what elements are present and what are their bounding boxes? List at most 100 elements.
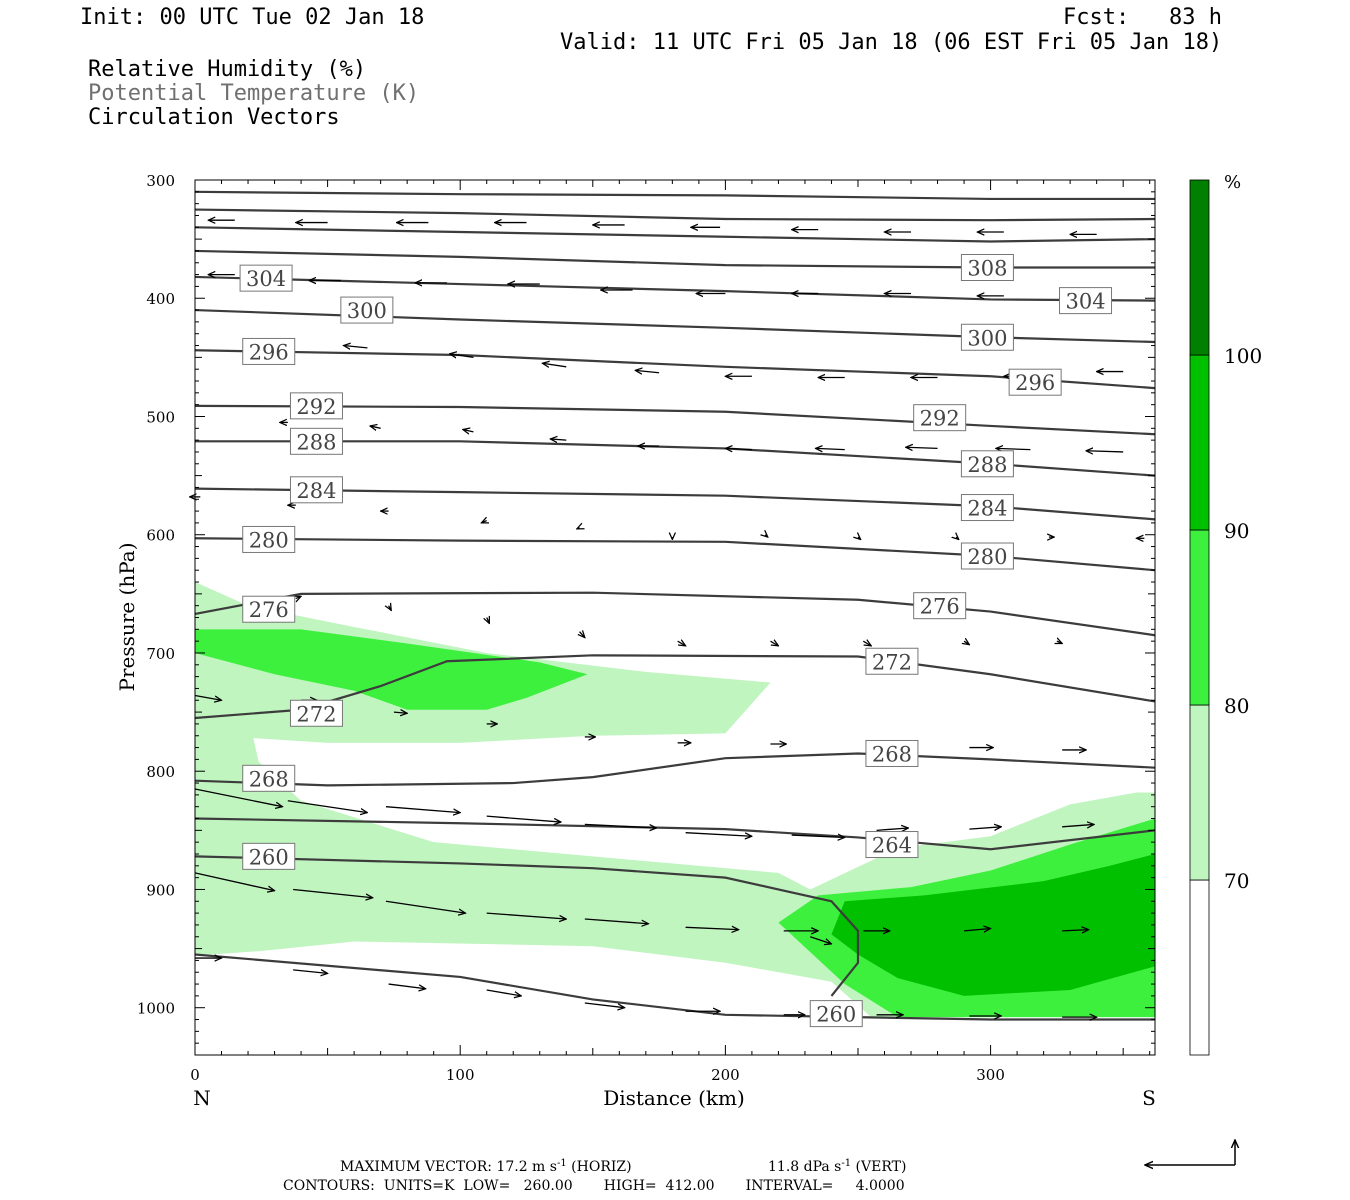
colorbar: 70 80 90 100% [1189, 172, 1262, 1056]
theta-contour-292 [194, 404, 1156, 436]
contour-label-box [960, 450, 1014, 478]
vector-arrow [816, 448, 845, 449]
vector-arrow [1062, 824, 1094, 826]
vector-arrow [293, 888, 373, 897]
contour-label: 260 [816, 1003, 856, 1027]
colorbar-segment [1189, 354, 1210, 531]
contour-label: 304 [246, 267, 286, 291]
colorbar-level-label: 70 [1224, 869, 1249, 893]
theta-contour-280 [194, 537, 1156, 572]
vector-arrow [584, 823, 657, 828]
vector-arrow [906, 447, 938, 448]
vector-arrow [964, 641, 969, 645]
circulation-vectors [190, 220, 1145, 1017]
axis-ticks: 300 400 500 600 700 800 900 1000 0 100 200 300 [137, 172, 1155, 1084]
contour-label-box [242, 595, 296, 623]
contour-label-box [289, 427, 343, 455]
y-tick-label: 900 [146, 881, 175, 899]
colorbar-segment [1189, 704, 1210, 881]
vector-arrow [486, 912, 567, 919]
vector-arrow [385, 806, 460, 813]
x-end-left-label: N [193, 1086, 211, 1110]
y-tick-label: 300 [146, 172, 175, 190]
theta-contour [194, 226, 1156, 243]
vector-arrow [1057, 641, 1062, 643]
vector-arrow [550, 439, 567, 440]
contour-label-box [913, 592, 967, 620]
vector-arrow [685, 927, 739, 929]
theta-contour-268 [194, 752, 1156, 787]
contour-label-box [960, 542, 1014, 570]
contour-label: 276 [249, 598, 289, 622]
y-tick-label: 400 [146, 290, 175, 308]
y-tick-label: 1000 [137, 1000, 175, 1018]
vector-arrow [1062, 930, 1089, 931]
contour-label-box [242, 525, 296, 553]
vector-arrow [389, 606, 392, 611]
vector-arrow [876, 828, 909, 830]
theta-contour-264 [194, 817, 1156, 851]
vector-arrow [770, 641, 778, 646]
max-vector-horiz: MAXIMUM VECTOR: 17.2 m s-1 (HORIZ) [340, 1158, 632, 1175]
vector-arrow [580, 632, 585, 638]
vector-arrow [964, 928, 991, 930]
y-tick-label: 500 [146, 408, 175, 426]
contour-label: 284 [296, 479, 336, 503]
contour-label-box [913, 404, 967, 432]
vector-arrow [287, 800, 368, 813]
contour-label-box [960, 494, 1014, 522]
x-tick-label: 300 [976, 1066, 1005, 1084]
x-tick-label: 0 [190, 1066, 200, 1084]
contour-label: 268 [872, 742, 912, 766]
vector-arrow [194, 872, 275, 891]
contour-label-box [242, 764, 296, 792]
contour-label-box [809, 1000, 863, 1028]
contour-labels: 308 304 304 300 300 296 296 292 292 288 288 284 284 2… [239, 254, 1113, 1028]
valid-time: Valid: 11 UTC Fri 05 Jan 18 (06 EST Fri … [560, 30, 1223, 55]
max-vector-vert: 11.8 dPa s-1 (VERT) [768, 1158, 906, 1175]
y-tick-label: 700 [146, 645, 175, 663]
vector-arrow [194, 788, 283, 807]
colorbar-segment [1189, 879, 1210, 1056]
contour-label: 288 [296, 430, 336, 454]
contour-label: 284 [967, 497, 1007, 521]
vector-arrow [862, 641, 871, 646]
reference-vector-icon [1145, 1140, 1235, 1165]
contour-label-box [960, 323, 1014, 351]
footer-text: MAXIMUM VECTOR: 17.2 m s-1 (HORIZ) 11.8 … [283, 1158, 906, 1194]
vector-arrow [810, 936, 831, 944]
colorbar-unit: % [1224, 172, 1241, 193]
vector-arrow [463, 429, 474, 431]
vector-arrow [388, 983, 426, 989]
contour-label: 292 [296, 395, 336, 419]
vector-arrow [194, 694, 222, 701]
vector-arrow [385, 900, 466, 913]
x-end-right-label: S [1142, 1086, 1156, 1110]
vector-arrow [858, 537, 861, 539]
contour-label-box [289, 476, 343, 504]
theta-contour-308 [194, 249, 1155, 269]
vector-arrow [584, 918, 649, 924]
vector-arrow [996, 448, 1031, 449]
vector-arrow [969, 827, 1001, 829]
vector-arrow [370, 426, 381, 428]
theta-contour-284 [194, 487, 1156, 521]
contour-label-box [242, 842, 296, 870]
contour-label: 280 [249, 528, 289, 552]
contour-label-box [289, 392, 343, 420]
vector-arrow [393, 712, 407, 713]
vector-arrow [293, 970, 327, 974]
colorbar-level-label: 90 [1224, 519, 1249, 543]
y-tick-label: 800 [146, 763, 175, 781]
legend-theta: Potential Temperature (K) [88, 81, 420, 106]
contour-label: 308 [967, 257, 1007, 281]
contour-label-box [289, 699, 343, 727]
contour-label: 280 [967, 545, 1007, 569]
x-axis-title: Distance (km) [603, 1086, 745, 1110]
vector-arrow [577, 528, 580, 529]
contour-label: 304 [1065, 290, 1105, 314]
vector-arrow [677, 641, 686, 646]
contour-label-box [960, 254, 1014, 281]
init-time: Init: 00 UTC Tue 02 Jan 18 [80, 5, 425, 30]
